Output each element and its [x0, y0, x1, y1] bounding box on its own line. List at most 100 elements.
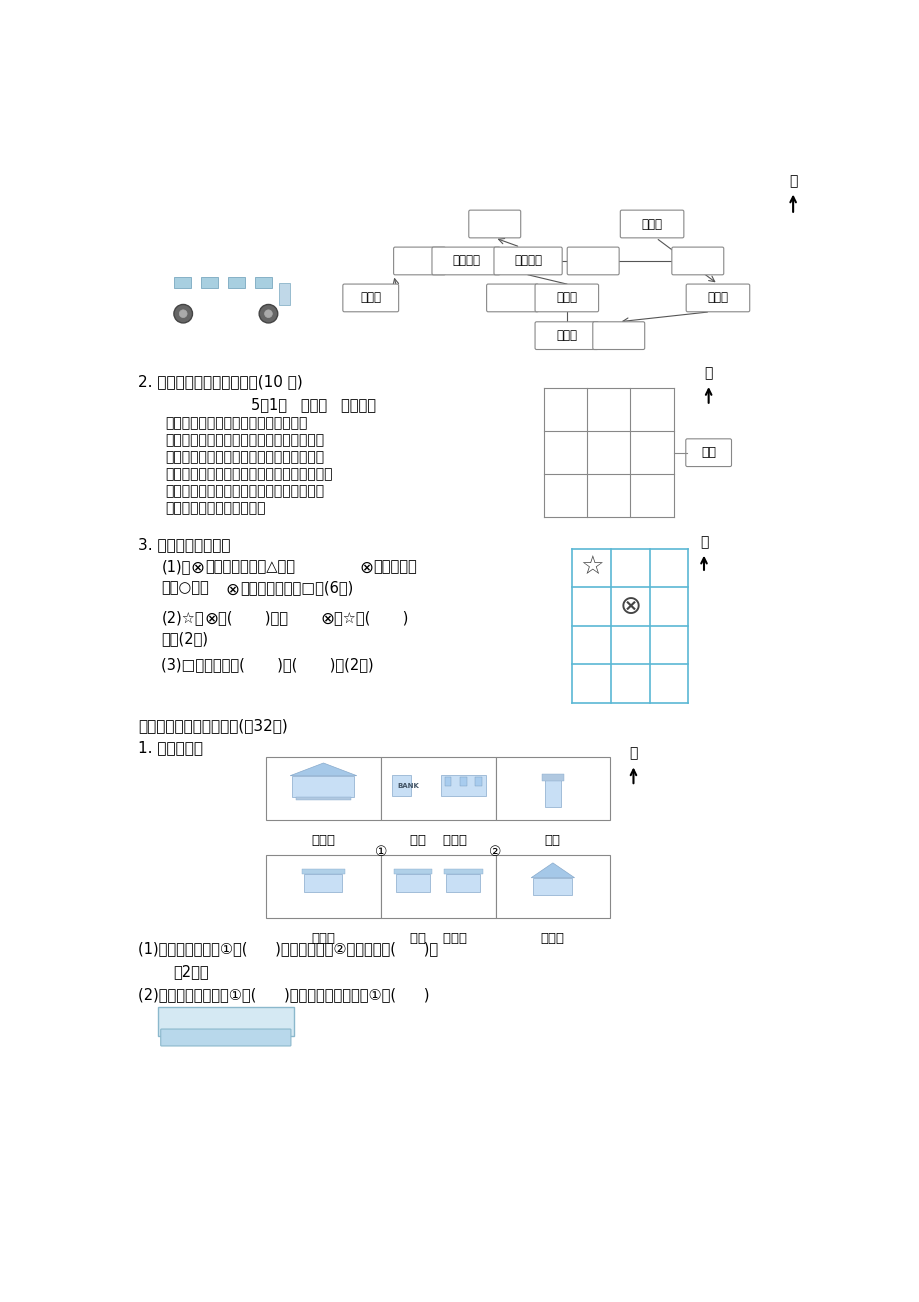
Text: 服装店: 服装店 [312, 932, 335, 945]
Text: 北: 北 [704, 366, 712, 380]
FancyBboxPatch shape [393, 247, 445, 275]
Bar [380, 854, 495, 918]
Text: 1. 看图填空。: 1. 看图填空。 [138, 740, 203, 755]
Bar [541, 773, 563, 781]
Text: 5月1日   星期三   天气：晴: 5月1日 星期三 天气：晴 [250, 397, 375, 413]
Circle shape [259, 305, 278, 323]
Circle shape [265, 310, 272, 318]
Text: ⊗: ⊗ [618, 594, 641, 620]
FancyBboxPatch shape [469, 210, 520, 238]
Text: 然后向西走到西瓜地拍照。又向南回到草莓: 然后向西走到西瓜地拍照。又向南回到草莓 [165, 484, 324, 499]
Text: 草莓，我们摘了许多。又向东北走到卫生间，: 草莓，我们摘了许多。又向东北走到卫生间， [165, 467, 333, 482]
Bar [266, 854, 380, 918]
Circle shape [174, 305, 192, 323]
FancyBboxPatch shape [567, 247, 618, 275]
Text: 电影城: 电影城 [556, 329, 577, 342]
Text: 园，再向南走到后门回家。: 园，再向南走到后门回家。 [165, 501, 266, 516]
Bar [495, 756, 609, 820]
Text: 的东南面画一个△，在: 的东南面画一个△，在 [205, 559, 295, 574]
Text: (2)火车站在十字路口①的(      )角，超市在十字路口①的(      ): (2)火车站在十字路口①的( )角，超市在十字路口①的( ) [138, 987, 429, 1003]
Text: ⊗: ⊗ [191, 559, 205, 577]
Text: 仙女山: 仙女山 [641, 217, 662, 230]
Bar [174, 277, 191, 288]
Bar [380, 756, 495, 820]
Text: (1)银行在十字路口①的(      )角，十字路口②的东北角是(      )。: (1)银行在十字路口①的( )角，十字路口②的东北角是( )。 [138, 941, 437, 956]
Bar [495, 854, 609, 918]
Bar [445, 777, 451, 786]
Bar [301, 868, 345, 874]
Text: ⊗: ⊗ [320, 609, 334, 628]
Text: ⊗: ⊗ [204, 609, 218, 628]
FancyBboxPatch shape [343, 284, 398, 311]
Text: (1)在: (1)在 [162, 559, 190, 574]
Text: 的东北面画一个□。(6分): 的东北面画一个□。(6分) [240, 581, 353, 595]
Bar [278, 284, 289, 305]
Bar [446, 874, 480, 892]
Text: (3)□的西南面有(       )和(       )。(2分): (3)□的西南面有( )和( )。(2分) [162, 656, 374, 672]
Bar [475, 777, 482, 786]
Bar [440, 775, 485, 796]
Text: 钟楼: 钟楼 [544, 833, 561, 846]
Text: 北: 北 [789, 173, 797, 187]
Bar [292, 776, 354, 797]
Bar [395, 874, 429, 892]
Circle shape [179, 310, 187, 318]
Text: 3. 画一画，填一填。: 3. 画一画，填一填。 [138, 538, 231, 552]
Bar [255, 277, 272, 288]
FancyBboxPatch shape [432, 247, 500, 275]
FancyBboxPatch shape [535, 284, 598, 311]
Bar [296, 797, 350, 801]
Text: ⊗: ⊗ [358, 559, 372, 577]
Bar [533, 878, 572, 894]
Text: 北: 北 [629, 746, 637, 760]
Polygon shape [289, 763, 357, 776]
Text: ①: ① [374, 845, 387, 858]
Bar [266, 756, 380, 820]
Bar [157, 1008, 294, 1036]
Bar [460, 777, 466, 786]
Text: 的(       )面，: 的( )面， [218, 609, 288, 625]
Text: 火车站: 火车站 [312, 833, 335, 846]
Text: (2)☆在: (2)☆在 [162, 609, 204, 625]
Text: ⊗: ⊗ [225, 581, 240, 599]
Bar [444, 868, 482, 874]
Text: 的大门，我们先向北走到桃子林，摘了几个: 的大门，我们先向北走到桃子林，摘了几个 [165, 434, 324, 448]
FancyBboxPatch shape [686, 284, 749, 311]
FancyBboxPatch shape [535, 322, 598, 349]
FancyBboxPatch shape [592, 322, 644, 349]
Text: ②: ② [489, 845, 501, 858]
Bar [391, 775, 411, 796]
FancyBboxPatch shape [486, 284, 538, 311]
Text: 今天，我和爸爸去采摘园。走进采摘园: 今天，我和爸爸去采摘园。走进采摘园 [165, 417, 308, 431]
Text: 的西南面画: 的西南面画 [373, 559, 416, 574]
Text: 北: 北 [699, 535, 708, 549]
Bar [393, 868, 432, 874]
Bar [201, 277, 218, 288]
FancyBboxPatch shape [619, 210, 683, 238]
Bar [304, 874, 342, 892]
Text: 一个○，在: 一个○，在 [162, 581, 209, 595]
FancyBboxPatch shape [161, 1029, 290, 1046]
Text: 火车站: 火车站 [360, 292, 380, 305]
Text: 在☆的(       ): 在☆的( ) [334, 609, 408, 625]
Text: 2. 根据露露的日记填一填。(10 分): 2. 根据露露的日记填一填。(10 分) [138, 374, 302, 389]
Text: BANK: BANK [396, 783, 418, 789]
Text: 报业大厦: 报业大厦 [451, 254, 480, 267]
Text: 少年宫: 少年宫 [707, 292, 728, 305]
Text: 湖心小区: 湖心小区 [514, 254, 541, 267]
Text: 超市    报刊亭: 超市 报刊亭 [409, 932, 466, 945]
Text: 银行    图书馆: 银行 图书馆 [409, 833, 466, 846]
Bar [228, 277, 245, 288]
Polygon shape [530, 863, 574, 878]
Text: 桃子，又向西走到草莓园，看到又大又红的: 桃子，又向西走到草莓园，看到又大又红的 [165, 450, 324, 465]
FancyBboxPatch shape [685, 439, 731, 466]
Bar [545, 777, 560, 807]
Text: 大门: 大门 [700, 447, 715, 460]
Text: 面。(2分): 面。(2分) [162, 631, 209, 646]
Text: （2分）: （2分） [173, 963, 209, 979]
Text: 亮亮家: 亮亮家 [540, 932, 564, 945]
Text: ☆: ☆ [579, 555, 603, 581]
FancyBboxPatch shape [494, 247, 562, 275]
Text: 五、聪明的你，答一答。(共32分): 五、聪明的你，答一答。(共32分) [138, 719, 288, 733]
Text: 服装城: 服装城 [556, 292, 577, 305]
